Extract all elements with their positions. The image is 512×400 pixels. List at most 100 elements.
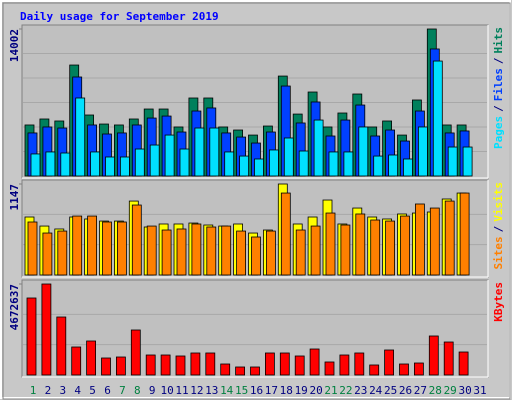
bar [116, 356, 126, 376]
bar [120, 156, 130, 177]
bar [41, 283, 52, 376]
x-tick-label: 27 [414, 384, 427, 397]
x-tick-label: 19 [295, 384, 308, 397]
bar [146, 225, 157, 276]
x-tick-label: 14 [220, 384, 234, 397]
legend-entry: Sites [492, 236, 505, 269]
bar [42, 232, 53, 276]
bar [235, 366, 246, 376]
bar [343, 151, 354, 177]
bar [26, 297, 37, 376]
bar [30, 153, 41, 177]
x-tick-label: 18 [280, 384, 293, 397]
x-tick-label: 7 [119, 384, 126, 397]
bar [179, 148, 190, 177]
bar [86, 340, 96, 376]
bar [220, 363, 231, 376]
x-tick-label: 24 [369, 384, 383, 397]
bar [27, 221, 38, 276]
bar [370, 219, 381, 276]
bar [295, 229, 306, 276]
bar [413, 362, 424, 376]
x-tick-label: 26 [399, 384, 412, 397]
bar [71, 346, 82, 376]
plot-area [21, 279, 489, 378]
bar [194, 127, 205, 177]
bar [102, 221, 112, 276]
bar [190, 352, 201, 376]
bar [298, 150, 309, 177]
bar [399, 363, 409, 376]
bar [191, 223, 202, 276]
bar [130, 329, 141, 376]
x-tick-label: 11 [175, 384, 188, 397]
x-tick-label: 22 [339, 384, 352, 397]
x-tick-label: 4 [74, 384, 81, 397]
legend: Pages / Files / Hits [492, 27, 505, 149]
x-tick-label: 3 [59, 384, 66, 397]
y-tick-label: 1147 [8, 184, 21, 211]
x-tick-label: 25 [384, 384, 397, 397]
legend-entry: Files [492, 68, 505, 101]
x-tick-label: 30 [458, 384, 471, 397]
y-tick-label: 14002 [8, 29, 21, 62]
x-tick-label: 5 [89, 384, 96, 397]
x-tick-label: 23 [354, 384, 367, 397]
x-tick-label: 8 [134, 384, 141, 397]
bar [161, 229, 172, 276]
x-tick-label: 17 [265, 384, 278, 397]
bar [313, 119, 324, 177]
bar [254, 158, 264, 177]
bar [90, 151, 100, 177]
legend-separator: / [492, 225, 505, 232]
bar [209, 127, 220, 177]
bar [309, 348, 320, 376]
bar [75, 97, 86, 177]
bar [384, 349, 395, 376]
legend: Sites / Visits [492, 182, 505, 270]
bar [264, 352, 275, 376]
bar [101, 357, 111, 376]
legend-entry: Hits [492, 27, 505, 54]
x-tick-label: 31 [473, 384, 486, 397]
bar [45, 151, 56, 177]
bar [369, 364, 380, 376]
bar [324, 361, 335, 376]
bar [239, 155, 250, 177]
bar [294, 355, 305, 376]
chart-title: Daily usage for September 2019 [20, 10, 219, 23]
x-tick-label: 16 [250, 384, 263, 397]
bar [134, 148, 145, 177]
bar [268, 149, 279, 177]
bar [149, 144, 160, 177]
bar [373, 155, 384, 177]
bar [279, 352, 290, 376]
bar [145, 354, 156, 376]
x-tick-label: 21 [324, 384, 337, 397]
bar [250, 366, 260, 376]
bar [355, 213, 366, 276]
bar [131, 204, 142, 276]
bar [221, 225, 232, 276]
bar [56, 316, 67, 376]
bar [432, 60, 443, 177]
bar [403, 158, 413, 177]
bar [458, 351, 469, 376]
bar [176, 228, 187, 276]
bar [358, 126, 369, 177]
x-tick-label: 29 [444, 384, 457, 397]
bar [414, 203, 425, 276]
bar [175, 355, 186, 376]
bar [205, 352, 216, 376]
bar [417, 126, 428, 177]
bar [117, 221, 127, 276]
legend-entry: KBytes [492, 282, 505, 322]
bar [443, 341, 454, 376]
bar [251, 236, 261, 276]
x-tick-label: 15 [235, 384, 248, 397]
bar [462, 146, 473, 177]
legend-separator: / [492, 105, 505, 112]
